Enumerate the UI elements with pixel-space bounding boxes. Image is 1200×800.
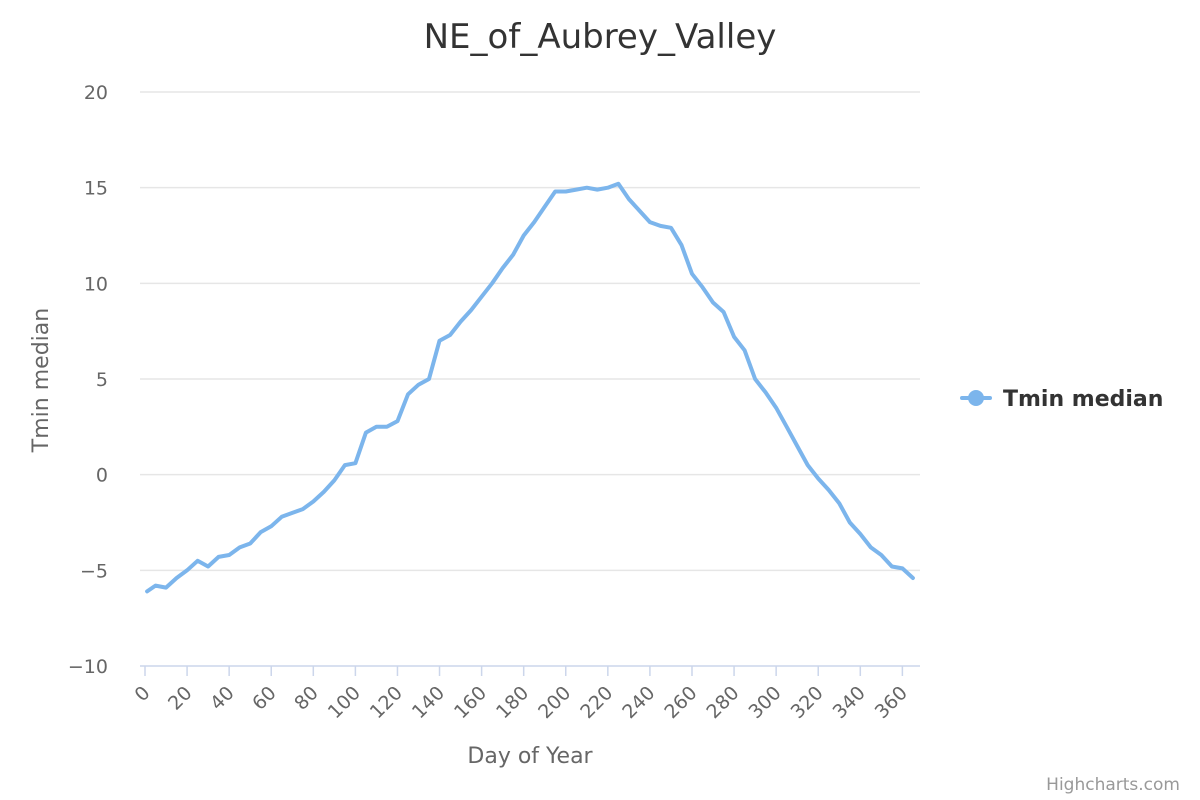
x-tick-label: 60	[248, 682, 281, 715]
x-tick-label: 40	[206, 682, 239, 715]
y-tick-label: 10	[84, 273, 108, 295]
x-tick-label: 320	[787, 682, 828, 723]
x-tick-label: 120	[366, 682, 407, 723]
x-tick-label: 200	[534, 682, 575, 723]
x-tick-label: 140	[408, 682, 449, 723]
y-tick-label: 0	[96, 465, 108, 487]
x-tick-label: 340	[829, 682, 870, 723]
x-tick-label: 0	[130, 682, 154, 706]
credits-link[interactable]: Highcharts.com	[1046, 775, 1180, 795]
y-tick-label: −10	[68, 656, 108, 678]
x-axis-title: Day of Year	[467, 744, 593, 769]
x-tick-label: 80	[290, 682, 323, 715]
x-tick-label: 360	[871, 682, 912, 723]
x-tick-label: 180	[492, 682, 533, 723]
y-tick-label: 20	[84, 82, 108, 104]
series-line-tmin-median[interactable]	[145, 181, 915, 594]
series-layer	[145, 181, 915, 594]
x-tick-label: 300	[744, 682, 785, 723]
x-tick-label: 20	[164, 682, 197, 715]
y-tick-label: −5	[80, 560, 108, 582]
y-axis-tick-labels: −10 −5 0 5 10 15 20	[68, 82, 108, 678]
chart-title: NE_of_Aubrey_Valley	[424, 17, 777, 57]
y-gridlines	[140, 91, 920, 572]
x-axis-tick-labels: 0 20 40 60 80 100 120 140 160 180 200 220 240 260 280 3…	[130, 682, 911, 723]
legend-dot-marker	[968, 390, 984, 406]
x-tick-label: 280	[702, 682, 743, 723]
legend-item-label[interactable]: Tmin median	[1003, 387, 1163, 412]
y-tick-label: 15	[84, 178, 108, 200]
y-tick-label: 5	[96, 369, 108, 391]
x-tick-label: 220	[576, 682, 617, 723]
x-tick-label: 160	[450, 682, 491, 723]
x-tick-label: 240	[618, 682, 659, 723]
legend[interactable]: Tmin median	[960, 387, 1163, 412]
x-tick-label: 260	[660, 682, 701, 723]
x-axis	[140, 665, 920, 676]
y-axis-title: Tmin median	[29, 308, 54, 453]
x-tick-label: 100	[324, 682, 365, 723]
